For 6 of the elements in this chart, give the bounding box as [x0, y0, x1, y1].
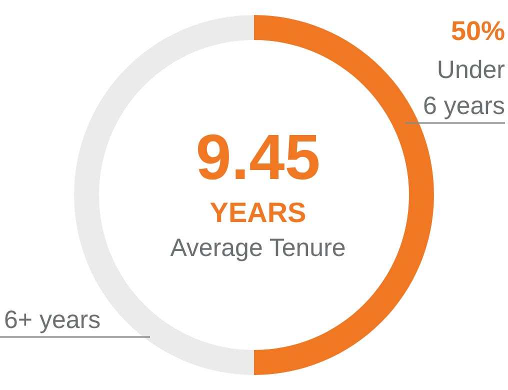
text: Average Tenure: [170, 234, 346, 262]
slice-label: Under 6 years: [423, 56, 505, 120]
text: YEARS: [210, 197, 306, 228]
data-label: 50%: [450, 16, 505, 46]
slice-label: 6+ years: [4, 306, 101, 334]
text: 9.45: [196, 121, 320, 193]
